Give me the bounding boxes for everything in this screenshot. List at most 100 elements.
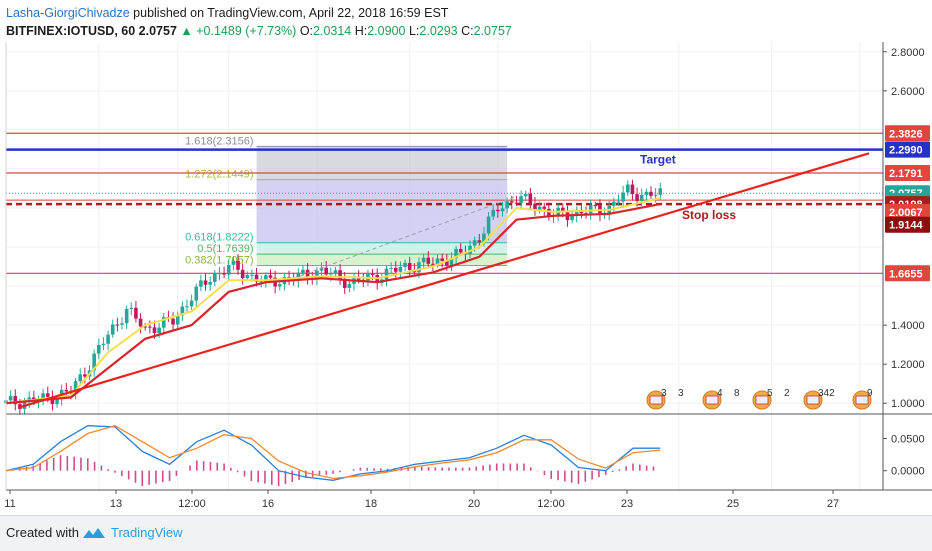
- candle-body: [338, 270, 342, 279]
- price-badge: [885, 203, 930, 220]
- candle-body: [482, 233, 486, 243]
- candle-body: [194, 286, 199, 301]
- low-label: L:: [408, 24, 420, 38]
- candle-body: [612, 201, 616, 206]
- up-arrow-icon: ▲: [180, 24, 193, 38]
- tradingview-brand-link[interactable]: TradingView: [111, 525, 183, 540]
- candle-body: [180, 306, 185, 316]
- price-badge-label: 1.9144: [889, 220, 924, 232]
- price-badge-label: 2.0067: [889, 207, 923, 219]
- price-badge-label: 2.1791: [889, 168, 923, 180]
- time-tick-label: 16: [262, 498, 274, 510]
- price-axis[interactable]: 2.8000 2.6000 1.4000 1.2000 1.0000: [883, 47, 925, 410]
- time-axis[interactable]: 11 13 12:00 16 18 20 12:00 23 25 27: [4, 490, 839, 510]
- candle-body: [83, 374, 87, 377]
- candle-body: [639, 194, 644, 201]
- candle-body: [199, 280, 203, 287]
- event-count: 2: [784, 388, 790, 399]
- fib-zone-upper: [256, 146, 508, 180]
- candle-body: [486, 216, 491, 234]
- candle-body: [213, 273, 217, 282]
- candle-body: [644, 191, 649, 195]
- candle-body: [370, 273, 375, 276]
- author-link[interactable]: Lasha-GiorgiChivadze: [6, 6, 130, 20]
- candle-body: [50, 396, 55, 405]
- price-badge-label: 1.6655: [889, 268, 923, 280]
- candle-body: [449, 258, 454, 266]
- symbol-label[interactable]: BITFINEX:IOTUSD, 60: [6, 24, 136, 38]
- price-badge: [885, 125, 930, 142]
- candle-body: [277, 284, 282, 287]
- candle-body: [514, 202, 519, 204]
- candle-body: [537, 206, 542, 210]
- low-value: 2.0293: [419, 24, 458, 38]
- candle-body: [588, 205, 593, 214]
- price-badge: [885, 141, 930, 158]
- flag-icon: [855, 395, 869, 405]
- macd-pane: 0.0500 0.0000: [5, 424, 925, 487]
- fibonacci-extension[interactable]: 1.618(2.3156)1.272(2.1449)0.618(1.8222)0…: [185, 135, 508, 266]
- fib-zone-mid: [256, 179, 508, 243]
- trendline[interactable]: [19, 152, 870, 409]
- candle-body: [500, 208, 505, 212]
- candle-body: [542, 206, 547, 209]
- moving-averages: [5, 197, 661, 405]
- candle-body: [189, 300, 194, 307]
- candle-body: [621, 192, 625, 202]
- candle-body: [296, 272, 301, 281]
- candle-body: [134, 307, 138, 319]
- candle-body: [625, 184, 630, 193]
- fib-label: 0.618(1.8222): [185, 232, 254, 244]
- created-with-label: Created with: [6, 525, 79, 540]
- candle-body: [635, 194, 639, 201]
- candle-body: [13, 396, 18, 405]
- candle-body: [185, 306, 189, 308]
- close-label: C:: [461, 24, 474, 38]
- candle-body: [468, 245, 472, 254]
- candle-body: [347, 283, 352, 288]
- candle-body: [45, 393, 50, 397]
- candle-body: [445, 260, 449, 266]
- candle-body: [435, 258, 440, 265]
- time-tick-label: 23: [621, 498, 633, 510]
- candle-body: [421, 257, 426, 263]
- event-markers[interactable]: 3 3 4 8 5 2 342 9: [646, 388, 873, 410]
- candle-body: [528, 193, 533, 204]
- candle-body: [574, 209, 579, 216]
- price-badge-label: 2.2990: [889, 145, 923, 157]
- macd-tick-label: 0.0000: [891, 466, 925, 478]
- price-chart[interactable]: 1.618(2.3156)1.272(2.1449)0.618(1.8222)0…: [0, 0, 932, 515]
- flag-icon: [649, 395, 663, 405]
- candle-body: [389, 267, 393, 269]
- event-count: 3: [661, 388, 667, 399]
- candle-body: [426, 257, 431, 264]
- candle-body: [509, 201, 514, 203]
- candle-body: [101, 343, 106, 346]
- candle-body: [440, 258, 444, 261]
- flag-icon: [755, 395, 769, 405]
- candle-body: [431, 263, 435, 265]
- price-tick-label: 2.8000: [891, 47, 925, 59]
- annotations: Target Stop loss: [640, 153, 736, 223]
- candle-body: [152, 327, 157, 334]
- candle-body: [342, 278, 347, 288]
- time-tick-label: 18: [365, 498, 377, 510]
- candle-body: [106, 334, 110, 344]
- candle-body: [120, 323, 124, 325]
- candle-body: [240, 269, 245, 279]
- price-badge: [885, 165, 930, 182]
- candle-body: [129, 307, 134, 309]
- candle-body: [97, 345, 101, 354]
- candle-body: [8, 396, 13, 401]
- candle-body: [491, 209, 496, 217]
- publish-info: published on TradingView.com, April 22, …: [129, 6, 449, 20]
- candle-body: [533, 203, 537, 210]
- horizontal-levels[interactable]: [6, 132, 883, 274]
- fib-label: 1.272(2.1449): [185, 169, 254, 181]
- open-value: 2.0314: [313, 24, 352, 38]
- grid-lines: [5, 42, 883, 490]
- event-count: 342: [818, 388, 835, 399]
- publish-line: Lasha-GiorgiChivadze published on Tradin…: [6, 4, 512, 22]
- time-tick-label: 12:00: [178, 498, 206, 510]
- candle-body: [171, 318, 175, 325]
